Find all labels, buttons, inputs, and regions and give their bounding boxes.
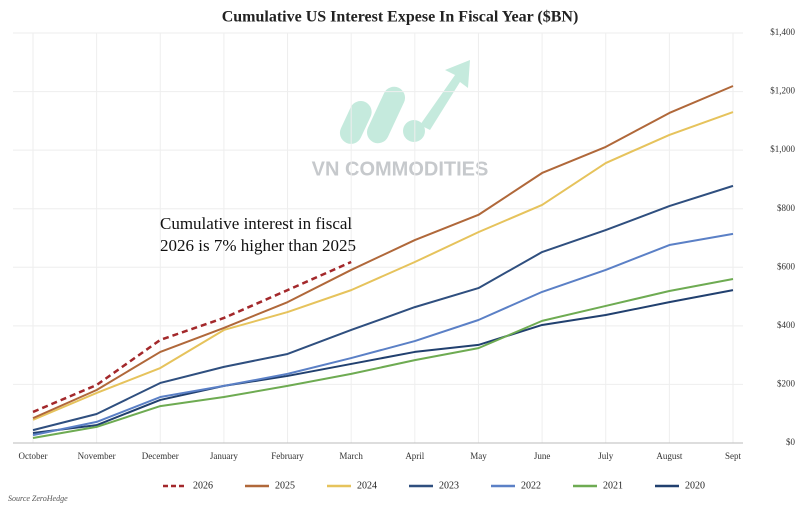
y-tick-label: $1,000 [770, 144, 795, 154]
x-tick-label: February [271, 451, 304, 461]
y-tick-label: $200 [777, 378, 796, 388]
series-line [32, 289, 734, 435]
source: Source ZeroHedge [8, 494, 68, 503]
legend-label: 2024 [357, 480, 377, 491]
y-tick-label: $1,400 [770, 27, 795, 37]
y-tick-label: $600 [777, 261, 796, 271]
y-tick-label: $1,200 [770, 86, 795, 96]
series-line [32, 184, 734, 432]
y-tick-label: $400 [777, 320, 796, 330]
series-line [32, 85, 734, 420]
series-line [32, 111, 734, 421]
x-tick-label: December [142, 451, 179, 461]
y-tick-label: $800 [777, 203, 796, 213]
legend-label: 2023 [439, 480, 459, 491]
legend-label: 2026 [193, 480, 213, 491]
x-tick-label: October [19, 451, 48, 461]
x-tick-label: January [210, 451, 238, 461]
x-tick-label: May [470, 451, 487, 461]
series-line [32, 232, 734, 437]
watermark: VN COMMODITIES [312, 158, 489, 180]
legend-label: 2022 [521, 480, 541, 491]
y-tick-label: $0 [786, 437, 796, 447]
annotation: Cumulative interest in fiscal 2026 is 7% … [160, 214, 356, 255]
legend-label: 2025 [275, 480, 295, 491]
legend-label: 2021 [603, 480, 623, 491]
x-tick-label: March [339, 451, 363, 461]
series-line [32, 278, 734, 440]
x-tick-label: July [598, 451, 614, 461]
x-tick-label: August [656, 451, 683, 461]
legend-label: 2020 [685, 480, 705, 491]
x-tick-label: April [405, 451, 424, 461]
x-tick-label: November [78, 451, 116, 461]
watermark-logo [339, 60, 470, 144]
x-tick-label: June [534, 451, 551, 461]
chart-title: Cumulative US Interest Expese In Fiscal … [222, 9, 579, 26]
x-tick-label: Sept [725, 451, 742, 461]
series-line [32, 260, 352, 414]
